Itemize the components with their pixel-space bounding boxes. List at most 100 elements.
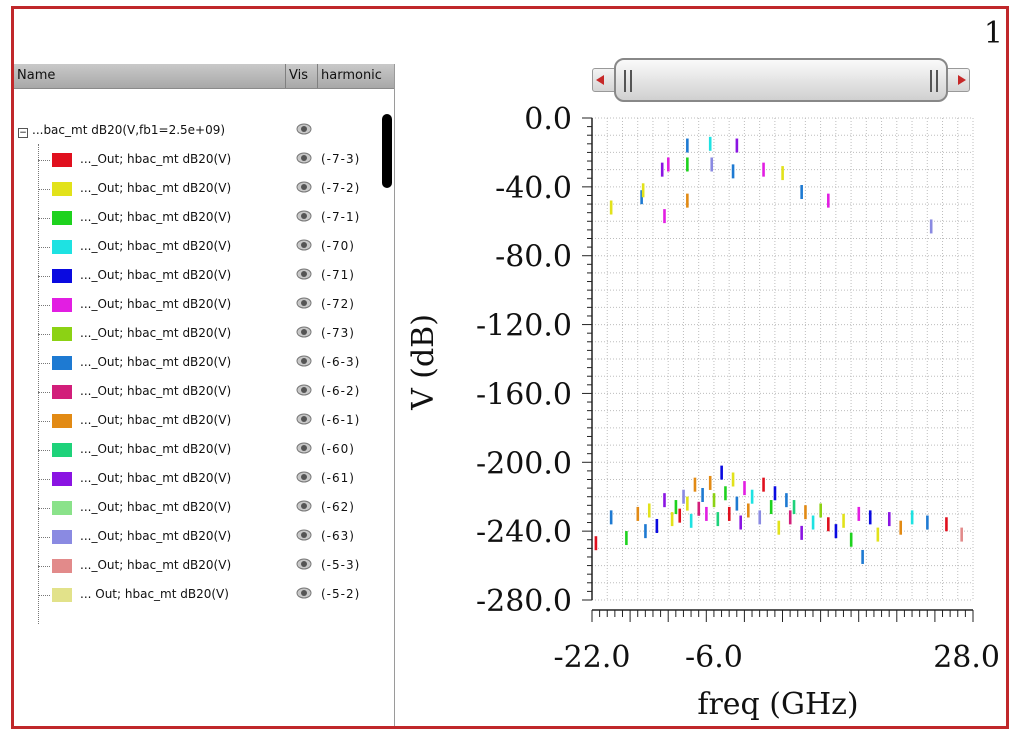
harmonic-index: (-73) [321, 326, 355, 340]
harmonic-index: (-6-2) [321, 384, 361, 398]
trace-row[interactable]: ..._Out; hbac_mt dB20(V) (-73) [14, 319, 395, 348]
data-point [667, 157, 670, 172]
trace-browser-panel[interactable]: Name Vis harmonic − ...bac_mt dB20(V,fb1… [14, 64, 395, 726]
trace-label: ..._Out; hbac_mt dB20(V) [80, 210, 232, 224]
y-tick-label: -160.0 [476, 377, 572, 412]
visibility-eye-icon[interactable] [296, 470, 312, 484]
trace-color-swatch[interactable] [52, 298, 72, 312]
data-point [625, 531, 628, 546]
harmonic-index: (-61) [321, 471, 355, 485]
trace-row[interactable]: ... Out; hbac_mt dB20(V) (-5-2) [14, 580, 395, 609]
tree-branch-line [38, 537, 50, 538]
data-point [876, 527, 880, 542]
trace-color-swatch[interactable] [52, 501, 72, 515]
trace-row[interactable]: ..._Out; hbac_mt dB20(V) (-7-2) [14, 174, 395, 203]
trace-color-swatch[interactable] [52, 182, 72, 196]
visibility-eye-icon[interactable] [296, 122, 312, 136]
data-point [804, 505, 807, 520]
trace-row[interactable]: ..._Out; hbac_mt dB20(V) (-60) [14, 435, 395, 464]
grip-right-icon[interactable] [930, 70, 938, 92]
visibility-eye-icon[interactable] [296, 412, 312, 426]
panel-divider[interactable] [394, 64, 395, 726]
trace-color-swatch[interactable] [52, 414, 72, 428]
scrollbar-thumb[interactable] [382, 114, 392, 188]
y-tick-label: -40.0 [495, 171, 572, 206]
visibility-eye-icon[interactable] [296, 528, 312, 542]
visibility-eye-icon[interactable] [296, 296, 312, 310]
visibility-eye-icon[interactable] [296, 586, 312, 600]
visibility-eye-icon[interactable] [296, 180, 312, 194]
data-point [887, 512, 891, 527]
grip-left-icon[interactable] [624, 70, 632, 92]
scroller-thumb[interactable] [614, 58, 948, 102]
trace-row[interactable]: ..._Out; hbac_mt dB20(V) (-70) [14, 232, 395, 261]
data-point [647, 503, 651, 518]
trace-color-swatch[interactable] [52, 385, 72, 399]
trace-row[interactable]: ..._Out; hbac_mt dB20(V) (-7-1) [14, 203, 395, 232]
trace-color-swatch[interactable] [52, 559, 72, 573]
data-point [731, 164, 735, 179]
trace-color-swatch[interactable] [52, 153, 72, 167]
trace-row[interactable]: ..._Out; hbac_mt dB20(V) (-7-3) [14, 145, 395, 174]
visibility-eye-icon[interactable] [296, 354, 312, 368]
data-point [758, 510, 762, 525]
data-point [724, 486, 727, 501]
visibility-eye-icon[interactable] [296, 325, 312, 339]
visibility-eye-icon[interactable] [296, 267, 312, 281]
trace-color-swatch[interactable] [52, 240, 72, 254]
visibility-eye-icon[interactable] [296, 238, 312, 252]
trace-color-swatch[interactable] [52, 269, 72, 283]
trace-row[interactable]: ..._Out; hbac_mt dB20(V) (-63) [14, 522, 395, 551]
trace-color-swatch[interactable] [52, 472, 72, 486]
trace-label: ..._Out; hbac_mt dB20(V) [80, 297, 232, 311]
visibility-eye-icon[interactable] [296, 151, 312, 165]
tree-branch-line [38, 363, 50, 364]
trace-row[interactable]: ..._Out; hbac_mt dB20(V) (-6-2) [14, 377, 395, 406]
trace-row[interactable]: ..._Out; hbac_mt dB20(V) (-6-1) [14, 406, 395, 435]
data-point [682, 489, 685, 504]
trace-color-swatch[interactable] [52, 443, 72, 457]
data-point [743, 481, 746, 496]
data-point [644, 524, 647, 539]
scroll-right-arrow-icon[interactable] [958, 75, 966, 85]
trace-row[interactable]: ..._Out; hbac_mt dB20(V) (-71) [14, 261, 395, 290]
tree-collapse-icon[interactable]: − [18, 128, 28, 138]
visibility-eye-icon[interactable] [296, 383, 312, 397]
visibility-eye-icon[interactable] [296, 499, 312, 513]
trace-row[interactable]: ..._Out; hbac_mt dB20(V) (-5-3) [14, 551, 395, 580]
visibility-eye-icon[interactable] [296, 557, 312, 571]
trace-color-swatch[interactable] [52, 356, 72, 370]
data-point [641, 183, 645, 198]
trace-color-swatch[interactable] [52, 530, 72, 544]
data-point [868, 510, 872, 525]
trace-row[interactable]: ..._Out; hbac_mt dB20(V) (-6-3) [14, 348, 395, 377]
harmonic-index: (-6-3) [321, 355, 361, 369]
trace-color-swatch[interactable] [52, 327, 72, 341]
tree-root-row[interactable]: ...bac_mt dB20(V,fb1=2.5e+09) [14, 116, 395, 145]
column-header-vis[interactable]: Vis [286, 64, 318, 88]
harmonic-index: (-70) [321, 239, 355, 253]
data-point [663, 209, 666, 224]
visibility-eye-icon[interactable] [296, 209, 312, 223]
data-point [686, 193, 689, 208]
tree-branch-line [38, 421, 50, 422]
visibility-eye-icon[interactable] [296, 441, 312, 455]
trace-color-swatch[interactable] [52, 588, 72, 602]
trace-row[interactable]: ..._Out; hbac_mt dB20(V) (-72) [14, 290, 395, 319]
data-point [945, 517, 948, 532]
x-axis-strip-scroller[interactable] [592, 58, 970, 104]
trace-color-swatch[interactable] [52, 211, 72, 225]
data-point [819, 503, 822, 518]
trace-label: ..._Out; hbac_mt dB20(V) [80, 500, 232, 514]
column-header-name[interactable]: Name [14, 64, 286, 88]
data-point [781, 166, 784, 181]
column-header-harmonic[interactable]: harmonic [321, 68, 382, 83]
data-point [739, 515, 742, 530]
scroll-left-arrow-icon[interactable] [596, 75, 604, 85]
trace-row[interactable]: ..._Out; hbac_mt dB20(V) (-61) [14, 464, 395, 493]
data-point [640, 190, 643, 205]
tree-branch-line [38, 305, 50, 306]
trace-row[interactable]: ..._Out; hbac_mt dB20(V) (-62) [14, 493, 395, 522]
harmonic-plot[interactable]: 0.0 -40.0 -80.0 -120.0 -160.0 -200.0 -240.0 -28… [395, 100, 1000, 720]
x-axis-label: freq (GHz) [697, 687, 858, 720]
